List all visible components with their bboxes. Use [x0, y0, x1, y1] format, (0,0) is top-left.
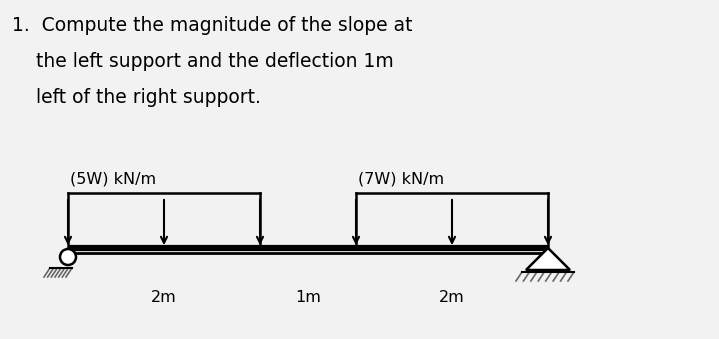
Text: (5W) kN/m: (5W) kN/m	[70, 172, 156, 187]
Circle shape	[60, 249, 76, 265]
Polygon shape	[526, 248, 570, 270]
Text: 1.  Compute the magnitude of the slope at: 1. Compute the magnitude of the slope at	[12, 16, 413, 35]
Text: left of the right support.: left of the right support.	[12, 88, 261, 107]
Text: the left support and the deflection 1m: the left support and the deflection 1m	[12, 52, 394, 71]
Text: 2m: 2m	[151, 290, 177, 305]
Text: 1m: 1m	[295, 290, 321, 305]
Text: (7W) kN/m: (7W) kN/m	[358, 172, 444, 187]
Text: 2m: 2m	[439, 290, 465, 305]
